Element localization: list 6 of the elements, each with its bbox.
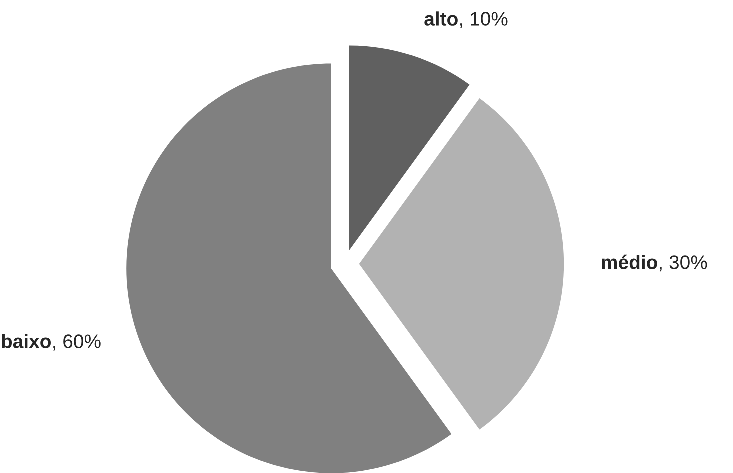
data-label: , 10% <box>460 12 508 28</box>
slice-label: baixo <box>2 334 51 348</box>
slice-label: alto <box>424 12 458 26</box>
data-label: , 60% <box>54 334 101 351</box>
slice-label: médio <box>602 254 658 270</box>
data-label: , 30% <box>660 256 708 272</box>
